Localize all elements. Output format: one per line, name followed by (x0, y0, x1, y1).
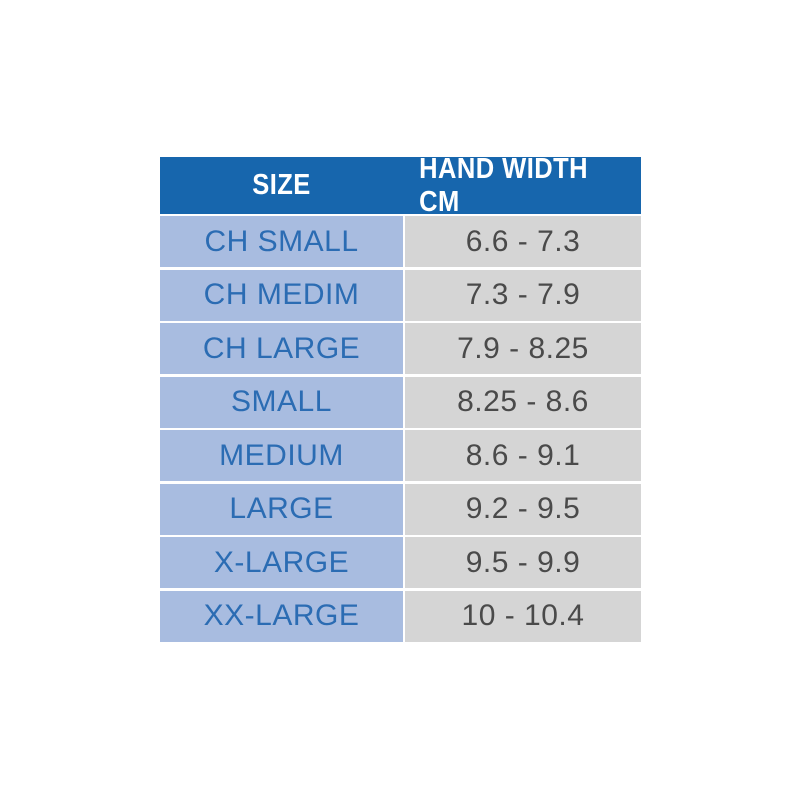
size-table: SIZE HAND WIDTH CM CH SMALL 6.6 - 7.3 CH MED… (160, 152, 641, 644)
table-row: CH MEDIM 7.3 - 7.9 (160, 269, 641, 321)
width-cell: 6.6 - 7.3 (405, 216, 641, 267)
header-cell: HAND WIDTH CM (419, 152, 588, 218)
width-cell: 7.9 - 8.25 (405, 323, 641, 374)
header-row: SIZE HAND WIDTH CM (160, 152, 641, 218)
size-cell: CH LARGE (160, 323, 403, 374)
table-row: LARGE 9.2 - 9.5 (160, 483, 641, 535)
size-cell: SMALL (160, 376, 403, 428)
table-row: CH SMALL 6.6 - 7.3 (160, 216, 641, 267)
table-row: MEDIUM 8.6 - 9.1 (160, 430, 641, 481)
width-cell: 9.5 - 9.9 (405, 537, 641, 588)
width-cell: 7.3 - 7.9 (405, 269, 641, 321)
width-cell: 8.6 - 9.1 (405, 430, 641, 481)
table-row: X-LARGE 9.5 - 9.9 (160, 537, 641, 588)
width-cell: 10 - 10.4 (405, 590, 641, 642)
size-cell: CH SMALL (160, 216, 403, 267)
table-row: SMALL 8.25 - 8.6 (160, 376, 641, 428)
table-row: CH LARGE 7.9 - 8.25 (160, 323, 641, 374)
size-cell: X-LARGE (160, 537, 403, 588)
width-cell: 9.2 - 9.5 (405, 483, 641, 535)
size-cell: MEDIUM (160, 430, 403, 481)
table-row: XX-LARGE 10 - 10.4 (160, 590, 641, 642)
width-cell: 8.25 - 8.6 (405, 376, 641, 428)
header-cell: SIZE (252, 169, 311, 201)
size-cell: CH MEDIM (160, 269, 403, 321)
size-cell: XX-LARGE (160, 590, 403, 642)
size-cell: LARGE (160, 483, 403, 535)
